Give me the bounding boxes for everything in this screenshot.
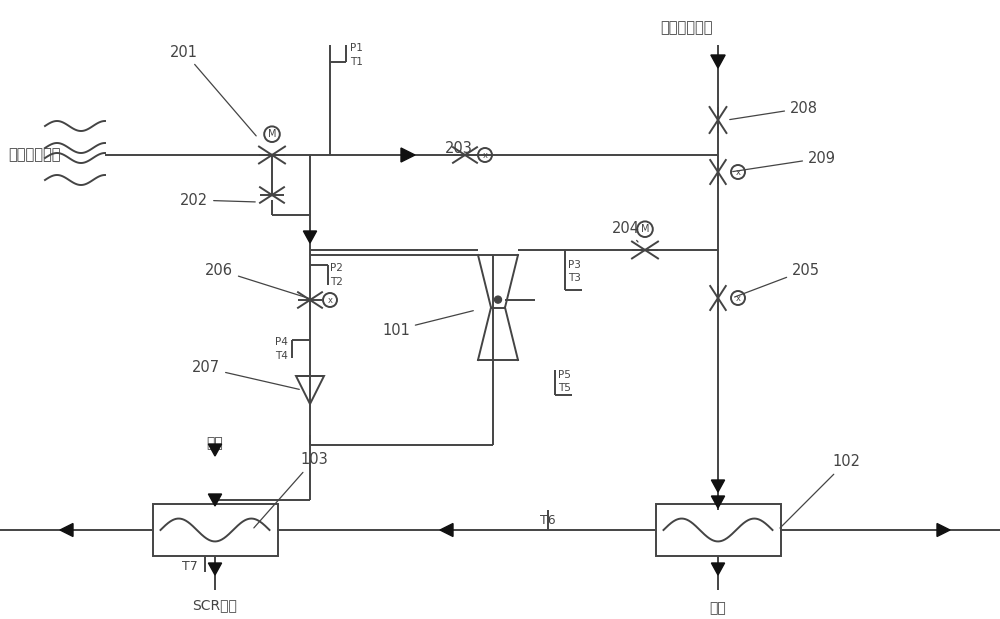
Text: T5: T5: [558, 383, 571, 393]
Text: P4: P4: [275, 337, 288, 347]
Text: T7: T7: [182, 560, 198, 573]
Text: P2: P2: [330, 263, 343, 273]
Text: 207: 207: [192, 360, 299, 389]
Text: 208: 208: [730, 100, 818, 119]
Polygon shape: [711, 55, 725, 68]
Text: 103: 103: [254, 452, 328, 528]
Polygon shape: [303, 231, 317, 243]
Circle shape: [494, 296, 502, 303]
Text: P3: P3: [568, 260, 581, 270]
Text: 202: 202: [180, 193, 255, 207]
Polygon shape: [208, 494, 222, 506]
Polygon shape: [208, 444, 222, 456]
Text: 203: 203: [445, 141, 473, 155]
Text: T4: T4: [275, 351, 288, 361]
Text: 204: 204: [612, 220, 640, 242]
Text: 206: 206: [205, 262, 311, 299]
Text: 低温低压蒸汽: 低温低压蒸汽: [8, 147, 61, 163]
Text: 201: 201: [170, 45, 256, 136]
Text: SCR入口: SCR入口: [193, 598, 237, 612]
Polygon shape: [711, 563, 725, 575]
Text: M: M: [641, 224, 649, 234]
Text: T6: T6: [540, 514, 556, 527]
Bar: [656, 504, 780, 556]
Polygon shape: [937, 524, 950, 537]
Polygon shape: [60, 524, 73, 537]
Polygon shape: [401, 148, 415, 162]
Text: 烟气: 烟气: [207, 436, 223, 450]
Polygon shape: [440, 524, 453, 537]
Polygon shape: [208, 563, 222, 575]
Text: 101: 101: [382, 311, 473, 337]
Polygon shape: [711, 496, 725, 508]
Polygon shape: [711, 480, 725, 492]
Text: x: x: [736, 168, 740, 176]
Text: x: x: [328, 295, 333, 305]
Text: x: x: [736, 293, 740, 303]
Text: T1: T1: [350, 57, 363, 67]
Text: 205: 205: [735, 262, 820, 297]
Text: P1: P1: [350, 43, 363, 53]
Text: 102: 102: [780, 454, 860, 528]
Text: 209: 209: [733, 150, 836, 171]
Bar: [153, 504, 278, 556]
Text: 疏水: 疏水: [710, 601, 726, 615]
Text: M: M: [268, 129, 276, 139]
Text: 高温高压蒸汽: 高温高压蒸汽: [660, 20, 712, 35]
Text: T3: T3: [568, 273, 581, 283]
Text: T2: T2: [330, 277, 343, 287]
Text: x: x: [482, 150, 488, 160]
Text: P5: P5: [558, 370, 571, 380]
